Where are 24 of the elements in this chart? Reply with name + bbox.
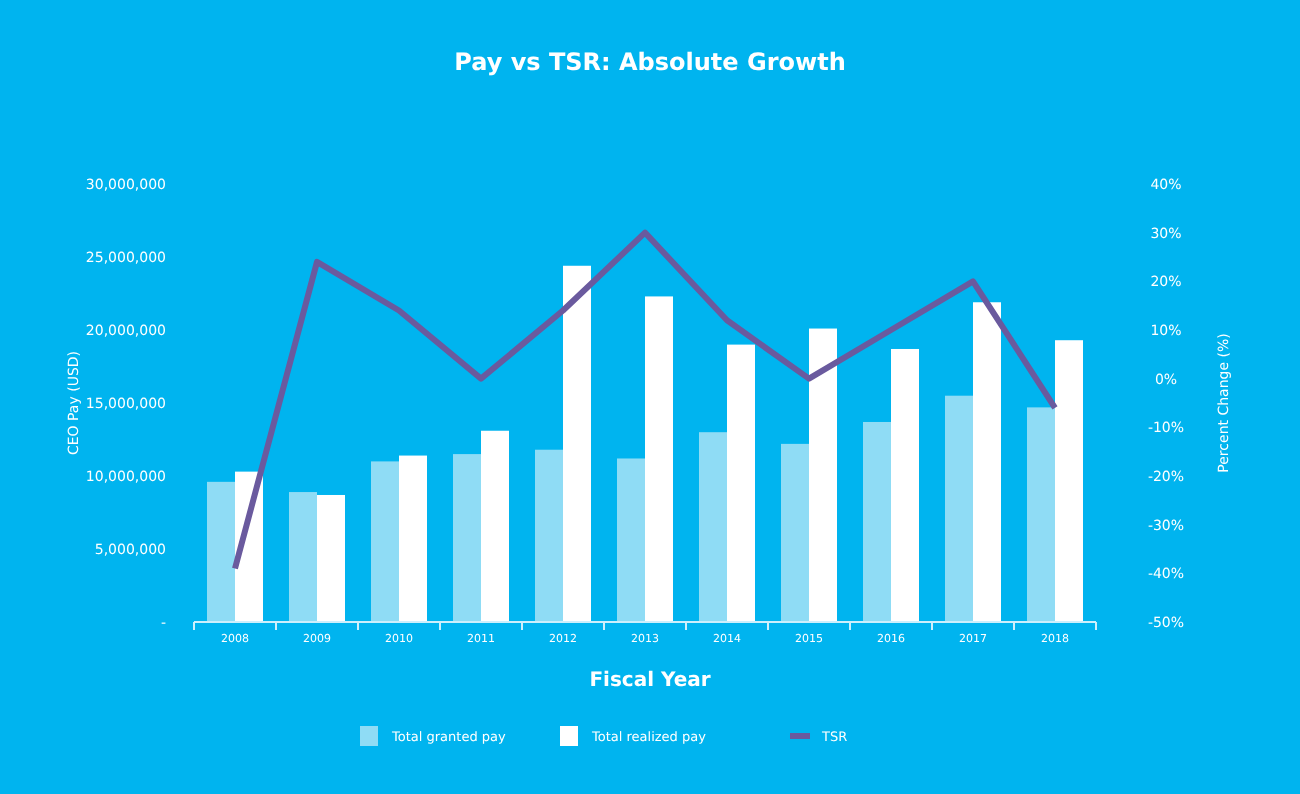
bar	[563, 265, 591, 622]
x-axis-title: Fiscal Year	[589, 670, 711, 692]
line-series	[232, 229, 1058, 572]
bar	[945, 395, 973, 622]
bar	[699, 432, 727, 622]
bar	[891, 348, 919, 622]
bar	[535, 449, 563, 622]
bar	[399, 455, 427, 622]
bar	[645, 296, 673, 622]
bar	[727, 344, 755, 622]
bar	[207, 481, 235, 622]
bar	[1027, 407, 1055, 622]
bar	[973, 302, 1001, 622]
bar	[453, 454, 481, 622]
bar	[617, 458, 645, 622]
bar	[809, 328, 837, 622]
bar	[481, 430, 509, 622]
chart-title: Pay vs TSR: Absolute Growth	[454, 48, 846, 76]
bar	[1055, 340, 1083, 622]
bar	[371, 461, 399, 622]
bar	[289, 492, 317, 622]
bar	[317, 494, 345, 622]
bar	[781, 443, 809, 622]
bar	[863, 421, 891, 622]
